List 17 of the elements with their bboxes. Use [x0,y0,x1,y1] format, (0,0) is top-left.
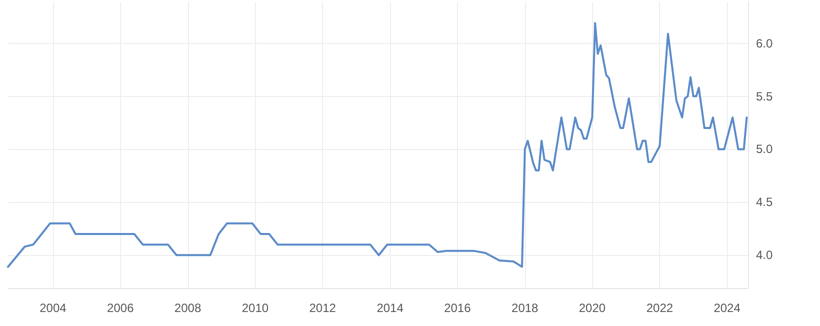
y-tick-label: 5.5 [756,89,774,104]
x-tick-label: 2018 [512,301,539,315]
y-tick-label: 5.0 [756,142,774,156]
x-tick-label: 2012 [309,301,336,315]
x-tick-label: 2014 [376,301,404,315]
y-tick-label: 4.5 [756,195,774,210]
y-tick-label: 4.0 [756,248,774,262]
x-tick-label: 2020 [578,301,606,315]
x-tick-label: 2010 [242,301,269,315]
x-tick-label: 2022 [646,301,674,315]
x-tick-label: 2006 [107,301,134,315]
x-tick-label: 2008 [174,301,202,315]
line-series [7,22,748,268]
x-tick-label: 2024 [714,301,741,315]
x-tick-label: 2004 [40,301,67,315]
y-tick-label: 6.0 [756,36,774,50]
x-tick-label: 2016 [444,301,472,315]
